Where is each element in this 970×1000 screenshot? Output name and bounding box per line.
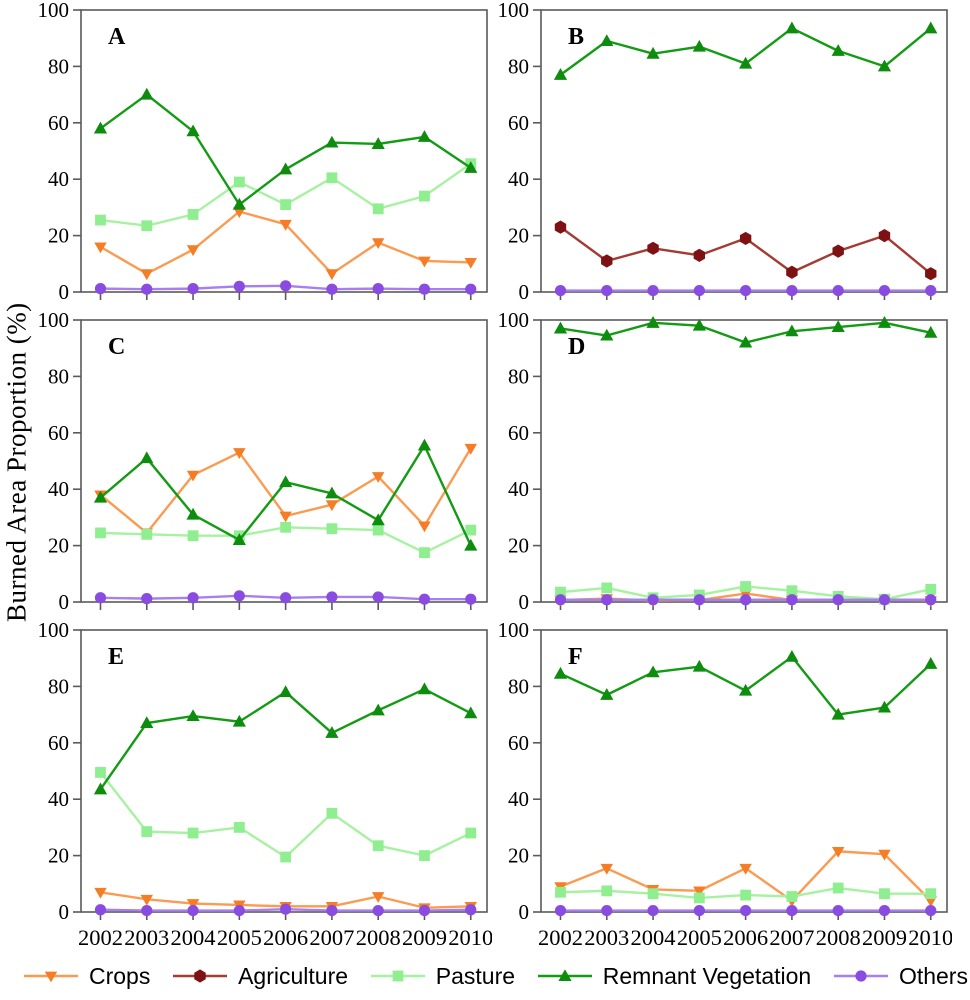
legend-item-pasture: Pasture [369, 962, 515, 990]
svg-text:100: 100 [498, 310, 530, 332]
panel-f-container: 0 20 40 60 80 100 2002 2003 2004 2005 2006 2007 2008… [486, 620, 953, 956]
svg-text:60: 60 [48, 731, 69, 755]
panel-d-chart: 0 20 40 60 80 100 D [498, 310, 948, 612]
svg-text:0: 0 [59, 280, 70, 302]
panel-c-container: 0 20 40 60 80 100 C [26, 310, 492, 612]
svg-text:D: D [568, 334, 585, 360]
svg-text:20: 20 [48, 844, 69, 868]
panel-b-chart: 0 20 40 60 80 100 B [498, 0, 948, 302]
svg-text:60: 60 [48, 111, 69, 135]
panel-a-container: 0 20 40 60 80 100 A [26, 0, 492, 302]
svg-text:2007: 2007 [769, 925, 814, 950]
svg-text:40: 40 [508, 167, 529, 191]
panel-e-container: 0 20 40 60 80 100 2002 2003 2004 2005 2006 2007 2008… [26, 620, 493, 956]
svg-text:2003: 2003 [124, 925, 169, 950]
panel-c-chart: 0 20 40 60 80 100 C [38, 310, 488, 612]
svg-text:60: 60 [48, 421, 69, 445]
svg-text:A: A [108, 24, 126, 50]
svg-text:2002: 2002 [78, 925, 123, 950]
panel-b-container: 0 20 40 60 80 100 B [486, 0, 952, 302]
svg-text:40: 40 [508, 477, 529, 501]
svg-text:0: 0 [519, 280, 530, 302]
svg-text:20: 20 [508, 844, 529, 868]
svg-text:2006: 2006 [263, 925, 308, 950]
svg-text:20: 20 [508, 534, 529, 558]
svg-text:0: 0 [519, 590, 530, 612]
svg-text:20: 20 [508, 224, 529, 248]
svg-text:40: 40 [48, 787, 69, 811]
panel-f-chart: 0 20 40 60 80 100 2002 2003 2004 2005 2006 2007 2008… [498, 620, 953, 950]
svg-text:60: 60 [508, 731, 529, 755]
svg-text:2003: 2003 [584, 925, 629, 950]
svg-text:2010: 2010 [908, 925, 952, 950]
crops-legend-marker-icon [24, 971, 78, 983]
svg-text:2008: 2008 [816, 925, 861, 950]
svg-text:100: 100 [38, 620, 70, 642]
legend: Crops Agriculture Pasture Remnant Vegeta… [22, 954, 968, 998]
svg-text:80: 80 [48, 364, 69, 388]
svg-text:0: 0 [59, 900, 70, 924]
svg-text:2009: 2009 [402, 925, 447, 950]
svg-text:100: 100 [38, 310, 70, 332]
svg-text:40: 40 [508, 787, 529, 811]
others-legend-marker-icon [833, 970, 888, 982]
svg-text:80: 80 [48, 674, 69, 698]
svg-text:60: 60 [508, 421, 529, 445]
svg-text:40: 40 [48, 477, 69, 501]
legend-label-agriculture: Agriculture [238, 962, 349, 989]
svg-text:2006: 2006 [723, 925, 768, 950]
svg-text:2004: 2004 [631, 925, 676, 950]
svg-text:2005: 2005 [677, 925, 722, 950]
pasture-legend-marker-icon [370, 970, 425, 982]
legend-label-pasture: Pasture [435, 962, 516, 989]
svg-text:2008: 2008 [356, 925, 401, 950]
legend-item-agriculture: Agriculture [171, 962, 348, 990]
legend-item-crops: Crops [22, 962, 150, 990]
legend-label-others: Others [898, 962, 968, 989]
svg-text:2002: 2002 [538, 925, 583, 950]
svg-text:2007: 2007 [309, 925, 354, 950]
legend-label-remnant-vegetation: Remnant Vegetation [602, 962, 812, 989]
svg-text:C: C [108, 334, 125, 360]
svg-text:100: 100 [498, 0, 530, 22]
legend-item-others: Others [832, 962, 968, 990]
svg-text:0: 0 [519, 900, 530, 924]
svg-text:B: B [568, 24, 584, 50]
svg-text:2009: 2009 [862, 925, 907, 950]
panel-a-chart: 0 20 40 60 80 100 A [38, 0, 488, 302]
svg-text:80: 80 [48, 54, 69, 78]
svg-text:2010: 2010 [448, 925, 492, 950]
legend-label-crops: Crops [89, 962, 151, 989]
agriculture-legend-marker-icon [173, 969, 228, 983]
svg-text:F: F [568, 644, 583, 670]
svg-text:60: 60 [508, 111, 529, 135]
svg-text:40: 40 [48, 167, 69, 191]
legend-item-remnant-vegetation: Remnant Vegetation [536, 962, 811, 990]
svg-text:100: 100 [498, 620, 530, 642]
remnant-vegetation-legend-marker-icon [537, 969, 592, 981]
svg-text:0: 0 [59, 590, 70, 612]
panel-e-chart: 0 20 40 60 80 100 2002 2003 2004 2005 2006 2007 2008… [38, 620, 493, 950]
svg-text:E: E [108, 644, 124, 670]
panel-d-container: 0 20 40 60 80 100 D [486, 310, 952, 612]
svg-text:80: 80 [508, 364, 529, 388]
svg-text:2004: 2004 [171, 925, 216, 950]
svg-text:20: 20 [48, 534, 69, 558]
svg-text:20: 20 [48, 224, 69, 248]
svg-text:100: 100 [38, 0, 70, 22]
svg-text:2005: 2005 [217, 925, 262, 950]
svg-text:80: 80 [508, 54, 529, 78]
svg-text:80: 80 [508, 674, 529, 698]
